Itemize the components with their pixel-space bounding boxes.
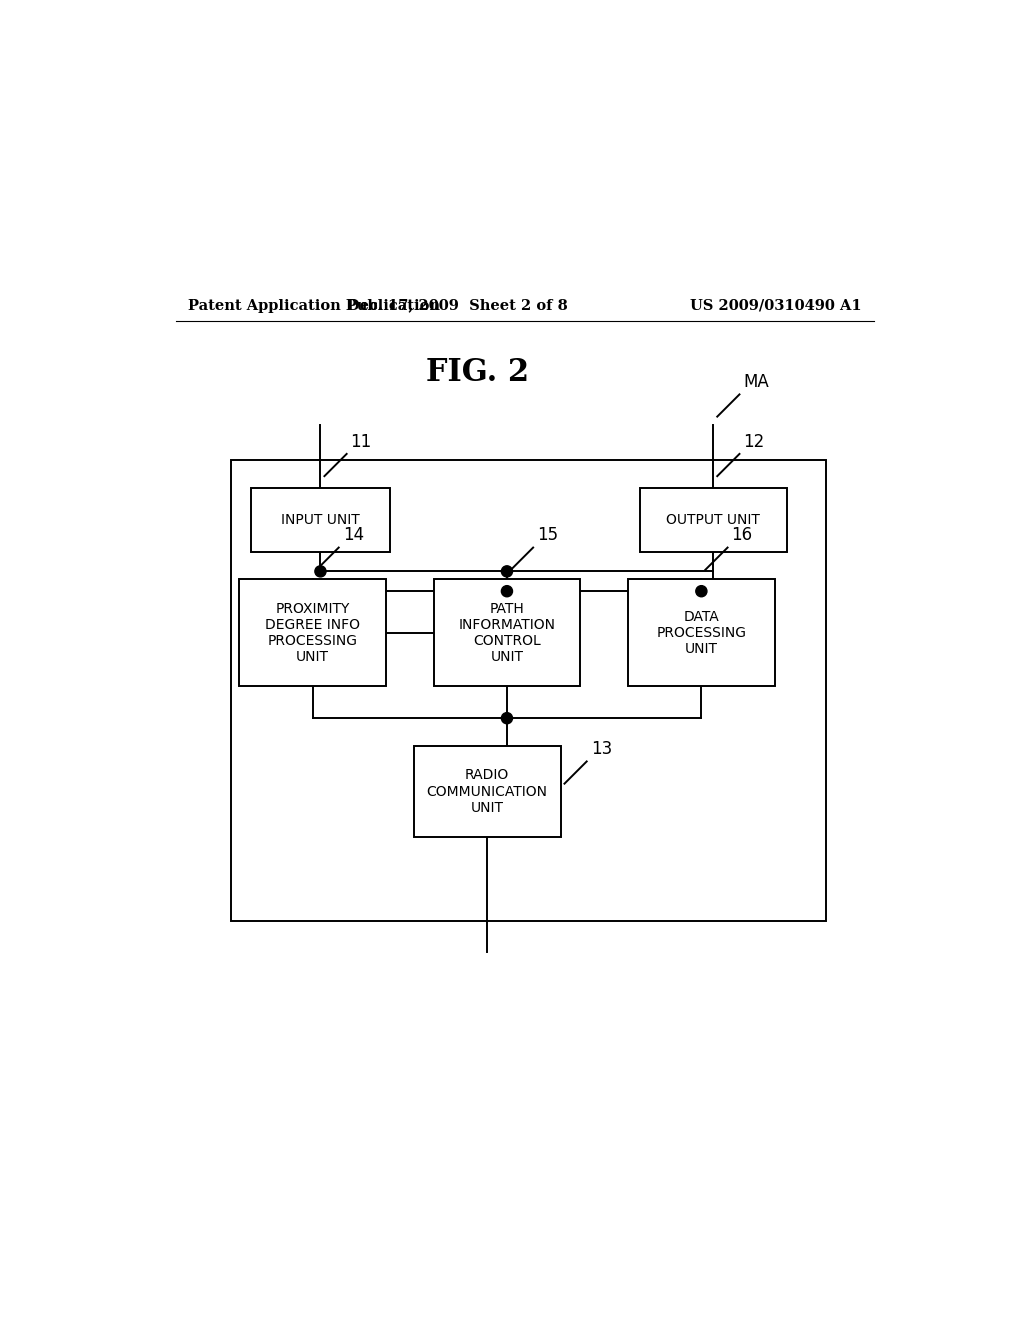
Bar xyxy=(240,579,386,686)
Text: 11: 11 xyxy=(350,433,372,450)
Text: PATH
INFORMATION
CONTROL
UNIT: PATH INFORMATION CONTROL UNIT xyxy=(459,602,555,664)
Text: DATA
PROCESSING
UNIT: DATA PROCESSING UNIT xyxy=(656,610,746,656)
Bar xyxy=(433,579,581,686)
Text: Patent Application Publication: Patent Application Publication xyxy=(187,298,439,313)
Bar xyxy=(251,488,390,552)
Text: 15: 15 xyxy=(538,527,558,544)
Circle shape xyxy=(502,586,512,597)
Text: Dec. 17, 2009  Sheet 2 of 8: Dec. 17, 2009 Sheet 2 of 8 xyxy=(347,298,567,313)
Text: FIG. 2: FIG. 2 xyxy=(426,358,528,388)
Text: 13: 13 xyxy=(591,741,612,758)
Circle shape xyxy=(502,713,512,723)
Text: OUTPUT UNIT: OUTPUT UNIT xyxy=(667,512,760,527)
Text: MA: MA xyxy=(743,374,769,391)
Text: 14: 14 xyxy=(343,527,364,544)
Text: INPUT UNIT: INPUT UNIT xyxy=(281,512,359,527)
Text: 12: 12 xyxy=(743,433,765,450)
Text: PROXIMITY
DEGREE INFO
PROCESSING
UNIT: PROXIMITY DEGREE INFO PROCESSING UNIT xyxy=(265,602,360,664)
Bar xyxy=(628,579,775,686)
Circle shape xyxy=(502,566,512,577)
Circle shape xyxy=(696,586,707,597)
Text: US 2009/0310490 A1: US 2009/0310490 A1 xyxy=(690,298,862,313)
Bar xyxy=(231,461,826,920)
Circle shape xyxy=(315,566,326,577)
Bar xyxy=(640,488,786,552)
Bar xyxy=(414,746,560,837)
Text: RADIO
COMMUNICATION
UNIT: RADIO COMMUNICATION UNIT xyxy=(427,768,548,814)
Text: 16: 16 xyxy=(731,527,753,544)
